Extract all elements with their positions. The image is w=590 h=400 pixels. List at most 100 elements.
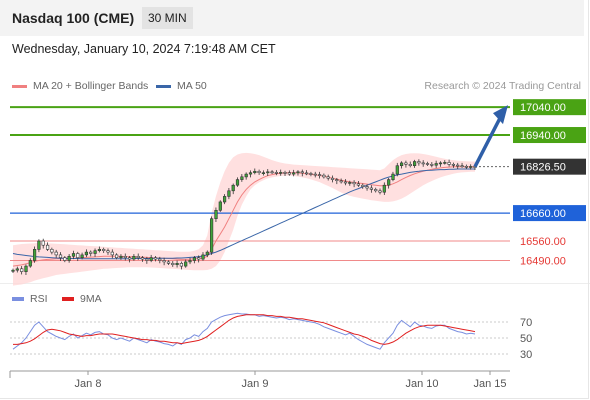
panel-divider <box>0 283 590 284</box>
level-support-5-label: 16490.00 <box>520 255 566 267</box>
interval-button[interactable]: 30 MIN <box>142 7 193 29</box>
ma20-line <box>12 166 475 267</box>
candle-body-22 <box>106 250 110 253</box>
candle-body-51 <box>231 184 235 192</box>
candle-body-41 <box>188 260 192 263</box>
ma50-line <box>12 168 475 260</box>
candle-body-45 <box>205 251 209 256</box>
candle-body-26 <box>123 255 127 258</box>
candle-body-6 <box>37 240 41 250</box>
legend-rsi-label: RSI <box>30 293 48 305</box>
candle-body-68 <box>304 172 309 175</box>
legend-ma50: MA 50 <box>156 80 207 92</box>
candle-body-33 <box>153 257 158 260</box>
candle-body-29 <box>136 255 140 258</box>
candle-body-76 <box>339 180 343 183</box>
candle-body-50 <box>227 190 231 197</box>
candle-body-92 <box>408 164 412 167</box>
candle-body-72 <box>322 174 326 178</box>
candle-body-24 <box>115 254 119 258</box>
candle-body-64 <box>287 172 292 175</box>
header-bar: Nasdaq 100 (CME) 30 MIN <box>0 0 584 36</box>
candle-body-59 <box>266 171 270 174</box>
candle-body-79 <box>352 182 356 185</box>
candle-body-11 <box>58 254 63 258</box>
candle-body-84 <box>374 189 378 192</box>
candle-body-78 <box>348 182 352 184</box>
level-resistance-1-tag <box>513 127 586 144</box>
level-current-2-tag <box>513 158 586 175</box>
candle-body-42 <box>192 257 197 261</box>
candle-body-69 <box>309 173 313 175</box>
candle-body-38 <box>175 262 179 265</box>
candle-body-39 <box>179 262 184 267</box>
rsi-line <box>12 312 476 350</box>
credit-text: Research © 2024 Trading Central <box>424 80 581 92</box>
level-pivot-3-label: 16660.00 <box>520 208 566 220</box>
candle-body-66 <box>296 171 300 174</box>
candle-body-0 <box>11 269 15 272</box>
candle-body-54 <box>244 173 248 178</box>
level-pivot-3-tag <box>513 205 586 222</box>
candle-body-87 <box>387 179 391 186</box>
candle-body-9 <box>50 249 54 253</box>
candle-body-35 <box>162 260 166 263</box>
candle-body-86 <box>382 184 386 193</box>
candle-body-32 <box>149 257 153 261</box>
candle-body-95 <box>421 162 425 165</box>
candle-body-16 <box>80 254 84 258</box>
candle-body-93 <box>412 161 417 166</box>
candle-body-62 <box>279 172 283 174</box>
candle-body-19 <box>93 250 97 254</box>
candle-body-27 <box>128 257 132 260</box>
candle-body-56 <box>253 171 257 174</box>
candle-body-81 <box>361 184 365 187</box>
rsi-ma9-line <box>13 314 476 345</box>
candle-body-101 <box>447 162 451 165</box>
candle-body-88 <box>391 173 395 181</box>
legend-bollinger-label: MA 20 + Bollinger Bands <box>33 80 149 92</box>
candle-body-20 <box>97 249 101 252</box>
candle-body-97 <box>430 164 434 166</box>
level-resistance-1-label: 16940.00 <box>520 130 566 142</box>
timestamp: Wednesday, January 10, 2024 7:19:48 AM C… <box>12 42 276 56</box>
bollinger-band <box>13 152 475 286</box>
legend-rsi: RSI <box>12 293 48 305</box>
rsi-swatch-icon <box>12 297 24 302</box>
candle-body-18 <box>89 251 93 254</box>
candle-body-58 <box>261 172 266 174</box>
level-support-4-label: 16560.00 <box>520 236 566 248</box>
candle-body-99 <box>438 162 443 165</box>
candle-body-103 <box>456 164 460 167</box>
candle-body-75 <box>335 179 339 182</box>
candle-body-12 <box>63 257 67 261</box>
candle-body-52 <box>235 179 240 186</box>
candle-body-34 <box>158 258 162 261</box>
candle-body-2 <box>20 268 24 272</box>
bollinger-swatch-icon <box>12 84 27 88</box>
candle-body-49 <box>223 196 227 203</box>
candle-body-28 <box>132 255 136 260</box>
candle-body-36 <box>166 261 171 264</box>
candle-body-23 <box>110 251 114 256</box>
level-current-2-label: 16826.50 <box>520 162 566 174</box>
candle-body-74 <box>330 177 335 180</box>
candle-body-85 <box>378 190 382 193</box>
candle-body-82 <box>365 186 369 189</box>
candle-body-55 <box>248 172 253 175</box>
candle-body-43 <box>197 257 201 260</box>
candle-body-46 <box>210 218 214 253</box>
rsi-tick-50: 50 <box>520 333 532 345</box>
candle-body-48 <box>218 201 222 211</box>
candle-body-53 <box>240 176 244 180</box>
candle-body-73 <box>326 176 330 179</box>
candle-body-100 <box>443 162 447 164</box>
candle-body-3 <box>24 265 28 273</box>
rsi-tick-30: 30 <box>520 349 532 361</box>
candle-body-57 <box>257 171 261 174</box>
candle-body-7 <box>41 240 45 246</box>
x-tick-label-3: Jan 15 <box>473 378 506 390</box>
candle-body-13 <box>67 255 71 261</box>
projection-arrow-shaft <box>473 115 503 168</box>
